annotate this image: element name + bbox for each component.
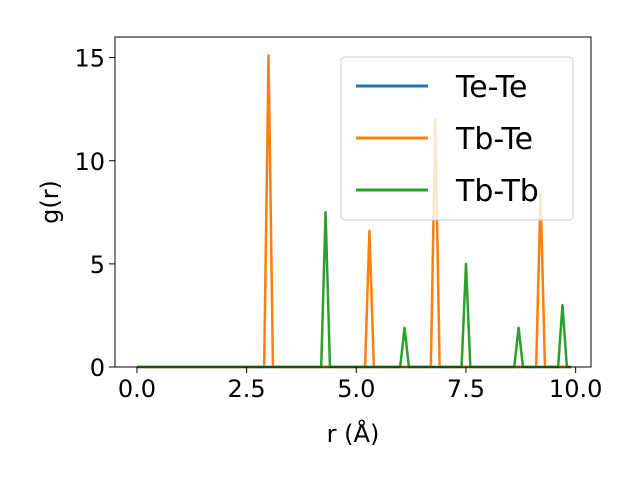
x-tick-label: 5.0 xyxy=(337,375,375,403)
legend: Te-Te Tb-Te Tb-Tb xyxy=(340,56,574,221)
y-tick-label: 5 xyxy=(90,251,105,279)
legend-label-te-te: Te-Te xyxy=(455,70,527,105)
x-axis-label: r (Å) xyxy=(327,419,380,448)
x-tick-label: 0.0 xyxy=(118,375,156,403)
y-axis-label: g(r) xyxy=(36,180,64,224)
y-tick-label: 0 xyxy=(90,354,105,382)
x-tick-label: 10.0 xyxy=(549,375,602,403)
x-tick-label: 7.5 xyxy=(447,375,485,403)
tick-layer: 0.0 2.5 5.0 7.5 10.0 0 5 10 15 xyxy=(74,45,602,403)
y-tick-label: 10 xyxy=(74,148,105,176)
legend-label-tb-tb: Tb-Tb xyxy=(455,174,539,209)
series-line-tb-tb xyxy=(136,211,572,369)
legend-label-tb-te: Tb-Te xyxy=(455,122,533,157)
y-tick-label: 15 xyxy=(74,45,105,73)
plot-frame xyxy=(114,36,592,368)
x-tick-label: 2.5 xyxy=(228,375,266,403)
legend-frame xyxy=(340,56,574,221)
